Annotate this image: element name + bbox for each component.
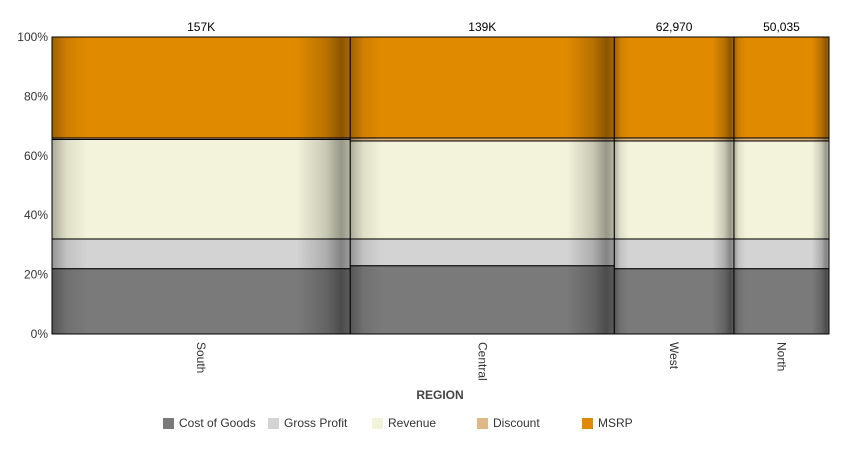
- total-label-central: 139K: [468, 20, 496, 34]
- bar-segment-north-gross-profit: [733, 238, 830, 270]
- legend-item-revenue: Revenue: [372, 413, 436, 433]
- legend-swatch: [477, 417, 488, 429]
- bar-segment-central-cost-of-goods: [349, 265, 615, 335]
- bar-segment-west-cost-of-goods: [613, 268, 735, 335]
- legend-swatch: [163, 417, 174, 429]
- legend-item-msrp: MSRP: [582, 413, 633, 433]
- legend-label: Cost of Goods: [179, 416, 256, 430]
- bar-segment-south-msrp: [51, 36, 351, 139]
- y-tick-label: 20%: [24, 268, 48, 282]
- y-tick-label: 40%: [24, 208, 48, 222]
- labels-group: 157K South 139K Central 62,970 West 50,035 Nort…: [187, 20, 800, 381]
- bar-segment-south-gross-profit: [51, 238, 351, 270]
- legend-swatch: [582, 417, 593, 429]
- bar-segment-central-msrp: [349, 36, 615, 139]
- legend-item-discount: Discount: [477, 413, 540, 433]
- legend-label: Gross Profit: [284, 416, 348, 430]
- bar-segment-central-gross-profit: [349, 238, 615, 267]
- bar-segment-north-msrp: [733, 36, 830, 139]
- axes-group: 0% 20% 40% 60% 80% 100%: [17, 30, 829, 341]
- y-tick-label: 60%: [24, 149, 48, 163]
- total-label-north: 50,035: [763, 20, 800, 34]
- legend: Cost of Goods Gross Profit Revenue Discount…: [0, 413, 851, 433]
- x-axis-title: REGION: [416, 388, 463, 402]
- category-label-north: North: [774, 342, 788, 371]
- bars-group: [51, 36, 830, 335]
- legend-label: Discount: [493, 416, 540, 430]
- bar-segment-central-revenue: [349, 140, 615, 240]
- legend-item-cost-of-goods: Cost of Goods: [163, 413, 256, 433]
- category-label-south: South: [194, 342, 208, 373]
- legend-label: Revenue: [388, 416, 437, 430]
- bar-segment-west-revenue: [613, 140, 735, 240]
- bar-segment-north-cost-of-goods: [733, 268, 830, 335]
- y-tick-label: 100%: [17, 30, 48, 44]
- total-label-south: 157K: [187, 20, 215, 34]
- bar-segment-south-revenue: [51, 138, 351, 240]
- y-tick-label: 0%: [31, 327, 49, 341]
- category-label-central: Central: [475, 342, 489, 381]
- legend-label: MSRP: [598, 416, 633, 430]
- bar-segment-west-msrp: [613, 36, 735, 139]
- bar-segment-west-gross-profit: [613, 238, 735, 270]
- legend-swatch: [372, 417, 383, 429]
- total-label-west: 62,970: [656, 20, 693, 34]
- legend-item-gross-profit: Gross Profit: [268, 413, 347, 433]
- legend-swatch: [268, 417, 279, 429]
- category-label-west: West: [667, 342, 681, 370]
- y-tick-label: 80%: [24, 89, 48, 103]
- bar-segment-north-revenue: [733, 140, 830, 240]
- bar-segment-south-cost-of-goods: [51, 268, 351, 335]
